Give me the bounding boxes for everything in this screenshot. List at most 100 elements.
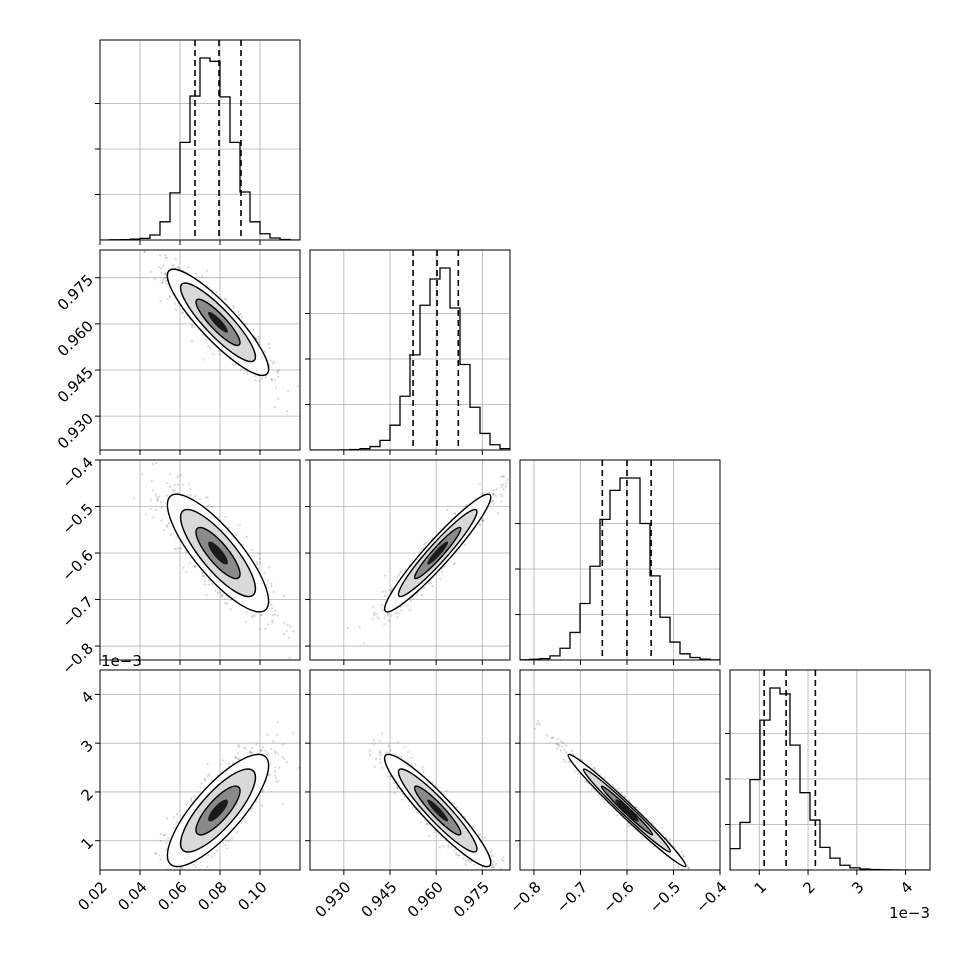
sample-point	[204, 579, 207, 582]
sample-point	[169, 533, 172, 536]
sample-point	[163, 833, 166, 837]
sample-point	[623, 795, 626, 798]
sample-point	[389, 749, 392, 752]
sample-point	[263, 571, 266, 575]
sample-point	[386, 614, 389, 617]
sample-point	[381, 766, 384, 769]
sample-point	[292, 732, 295, 735]
sample-point	[174, 257, 177, 261]
sample-point	[414, 763, 417, 766]
sample-point	[564, 744, 568, 747]
sample-point	[254, 379, 257, 382]
sample-point	[260, 749, 263, 752]
sample-point	[431, 584, 434, 588]
sample-point	[557, 744, 561, 747]
sample-point	[171, 489, 175, 492]
sample-point	[258, 561, 262, 564]
sample-point	[387, 745, 390, 748]
sample-point	[177, 546, 181, 550]
sample-point	[502, 856, 505, 859]
sample-point	[731, 906, 733, 908]
sample-point	[212, 352, 215, 355]
sample-point	[463, 543, 467, 546]
sample-point	[390, 614, 393, 617]
sample-point	[181, 867, 184, 870]
sample-point	[278, 766, 281, 769]
sample-point	[502, 488, 505, 491]
sample-point	[439, 577, 442, 580]
sample-point	[410, 756, 413, 759]
sample-point	[381, 590, 384, 593]
sample-point	[416, 592, 419, 595]
sample-point	[379, 754, 382, 757]
sample-point	[204, 779, 207, 782]
sample-point	[495, 488, 498, 491]
sample-point	[168, 883, 170, 885]
sample-point	[268, 342, 271, 346]
sample-point	[406, 605, 409, 608]
sample-point	[267, 623, 270, 626]
sample-point	[164, 885, 166, 887]
sample-point	[182, 312, 185, 315]
sample-point	[251, 616, 254, 619]
sample-point	[452, 563, 456, 566]
sample-point	[259, 628, 262, 631]
sample-point	[250, 548, 253, 551]
sample-point	[210, 855, 213, 858]
sample-point	[231, 837, 234, 840]
sample-point	[200, 572, 204, 575]
sample-point	[245, 620, 248, 623]
sample-point	[491, 863, 494, 866]
sample-point	[499, 874, 501, 876]
sample-point	[564, 761, 567, 764]
sample-point	[252, 328, 255, 331]
sample-point	[270, 584, 273, 588]
sample-point	[505, 482, 508, 485]
sample-point	[164, 272, 167, 275]
sample-point	[244, 369, 247, 372]
sample-point	[186, 494, 189, 497]
sample-point	[424, 541, 428, 544]
sample-point	[180, 866, 183, 869]
sample-point	[159, 858, 162, 861]
sample-point	[264, 627, 267, 631]
sample-point	[264, 376, 267, 380]
sample-point	[500, 500, 503, 503]
sample-point	[462, 857, 465, 860]
sample-point	[239, 368, 242, 371]
sample-point	[261, 745, 264, 749]
sample-point	[465, 860, 468, 863]
sample-point	[245, 535, 249, 539]
sample-point	[166, 872, 168, 874]
sample-point	[206, 763, 209, 766]
sample-point	[224, 602, 227, 605]
sample-point	[202, 574, 205, 577]
sample-point	[287, 389, 290, 392]
sample-point	[492, 502, 495, 506]
sample-point	[490, 500, 493, 503]
sample-point	[182, 566, 185, 569]
sample-point	[270, 747, 273, 751]
sample-point	[372, 605, 375, 608]
sample-point	[538, 723, 541, 726]
sample-point	[172, 264, 175, 267]
sample-point	[455, 851, 458, 854]
sample-point	[183, 879, 185, 881]
sample-point	[237, 745, 240, 748]
sample-point	[206, 496, 209, 499]
sample-point	[207, 583, 211, 587]
sample-point	[264, 749, 267, 753]
sample-point	[368, 754, 372, 757]
sample-point	[493, 881, 495, 883]
sample-point	[396, 576, 399, 579]
sample-point	[168, 295, 171, 298]
sample-point	[373, 611, 376, 615]
sample-point	[167, 521, 171, 525]
sample-point	[160, 267, 163, 270]
sample-point	[693, 877, 695, 879]
sample-point	[464, 863, 467, 866]
sample-point	[481, 492, 484, 496]
sample-point	[176, 812, 179, 816]
sample-point	[200, 782, 203, 785]
sample-point	[240, 821, 243, 824]
